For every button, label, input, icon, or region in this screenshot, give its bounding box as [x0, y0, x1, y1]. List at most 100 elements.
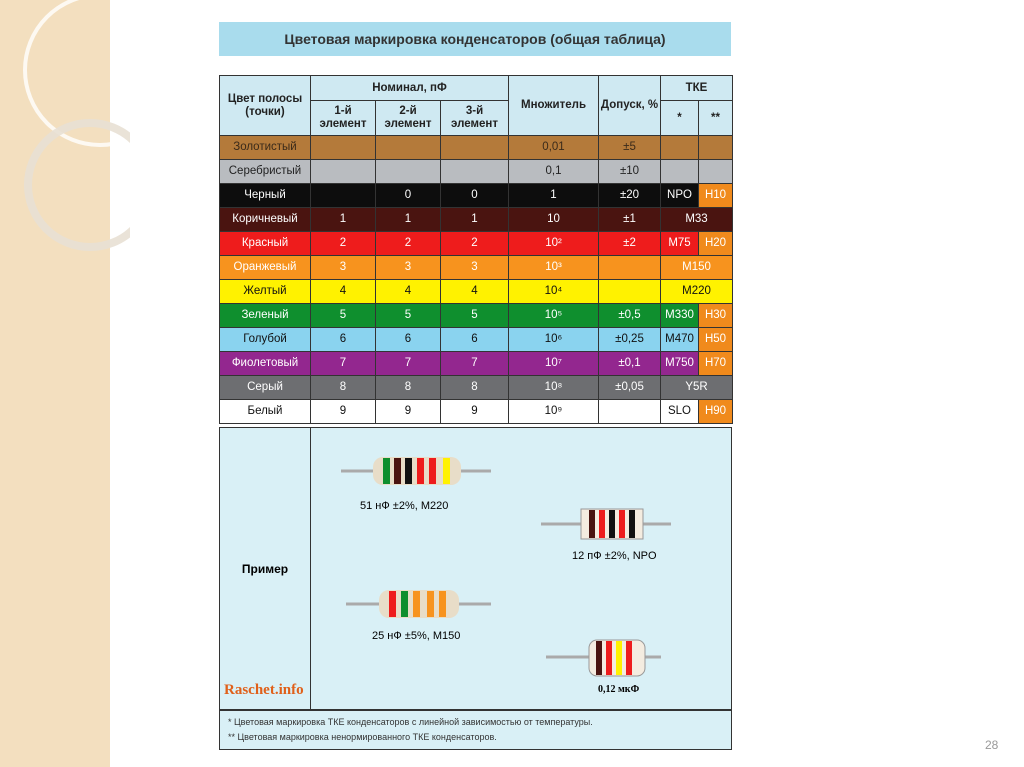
table-cell: Допуск, %: [598, 75, 661, 136]
table-cell: Фиолетовый: [219, 351, 311, 376]
table-cell: [660, 135, 699, 160]
table-cell: 3-й элемент: [440, 100, 509, 136]
table-cell: 10⁷: [508, 351, 599, 376]
table-cell: М330: [660, 303, 699, 328]
example-label: Пример: [219, 427, 311, 710]
caption: 12 пФ ±2%, NPO: [572, 550, 657, 562]
table-cell: ±5: [598, 135, 661, 160]
table-cell: Голубой: [219, 327, 311, 352]
table-cell: ТКЕ: [660, 75, 733, 101]
table-cell: [598, 255, 661, 280]
table-cell: ±0,5: [598, 303, 661, 328]
table-cell: М150: [660, 255, 733, 280]
table-cell: 5: [375, 303, 441, 328]
capacitor-3: [346, 590, 491, 618]
table-cell: 7: [440, 351, 509, 376]
table-cell: [310, 159, 376, 184]
table-cell: Серый: [219, 375, 311, 400]
table-cell: 10⁶: [508, 327, 599, 352]
table-cell: 4: [375, 279, 441, 304]
table-cell: 9: [375, 399, 441, 424]
capacitor-4: [546, 639, 661, 677]
table-cell: [310, 183, 376, 208]
table-cell: 2: [310, 231, 376, 256]
table-cell: 10³: [508, 255, 599, 280]
table-cell: 9: [440, 399, 509, 424]
table-cell: 0: [375, 183, 441, 208]
table-cell: Н30: [698, 303, 733, 328]
table-cell: 3: [440, 255, 509, 280]
table-cell: *: [660, 100, 699, 136]
table-cell: М33: [660, 207, 733, 232]
table-cell: 6: [375, 327, 441, 352]
table-cell: [598, 399, 661, 424]
table-cell: 6: [310, 327, 376, 352]
table-cell: Зеленый: [219, 303, 311, 328]
table-cell: 10: [508, 207, 599, 232]
table-cell: Н10: [698, 183, 733, 208]
table-cell: Н90: [698, 399, 733, 424]
table-cell: [375, 159, 441, 184]
table-cell: Серебристый: [219, 159, 311, 184]
table-cell: 1-й элемент: [310, 100, 376, 136]
capacitor-1: [341, 457, 491, 485]
table-cell: 3: [375, 255, 441, 280]
table-cell: 2: [440, 231, 509, 256]
table-cell: ±1: [598, 207, 661, 232]
capacitor-2: [541, 508, 671, 540]
table-cell: SLO: [660, 399, 699, 424]
table-cell: 4: [310, 279, 376, 304]
table-cell: Y5R: [660, 375, 733, 400]
table-cell: ±0,05: [598, 375, 661, 400]
table-cell: 1: [310, 207, 376, 232]
table-cell: 8: [440, 375, 509, 400]
table-cell: 1: [440, 207, 509, 232]
table-cell: 6: [440, 327, 509, 352]
caption: 25 нФ ±5%, М150: [372, 630, 461, 642]
table-cell: ±0,25: [598, 327, 661, 352]
table-cell: Н20: [698, 231, 733, 256]
table-cell: 4: [440, 279, 509, 304]
example-area: [219, 427, 732, 710]
table-cell: 8: [310, 375, 376, 400]
table-cell: 7: [310, 351, 376, 376]
table-cell: Черный: [219, 183, 311, 208]
caption: 0,12 мкФ: [598, 684, 640, 695]
table-cell: 2: [375, 231, 441, 256]
footnote: * Цветовая маркировка ТКЕ конденсаторов …: [228, 717, 593, 727]
table-cell: 3: [310, 255, 376, 280]
table-cell: 2-й элемент: [375, 100, 441, 136]
table-cell: 5: [440, 303, 509, 328]
decor: [23, 0, 130, 251]
table-cell: Множитель: [508, 75, 599, 136]
table-cell: [660, 159, 699, 184]
table-cell: М220: [660, 279, 733, 304]
table-cell: 10⁵: [508, 303, 599, 328]
table-cell: [375, 135, 441, 160]
table-cell: [598, 279, 661, 304]
table-cell: ±2: [598, 231, 661, 256]
table-cell: М750: [660, 351, 699, 376]
example-drawings: [341, 457, 671, 677]
table-cell: Цвет полосы (точки): [219, 75, 311, 136]
table-cell: 5: [310, 303, 376, 328]
table-cell: 9: [310, 399, 376, 424]
table-cell: 0: [440, 183, 509, 208]
table-cell: 10⁸: [508, 375, 599, 400]
table-cell: 10⁹: [508, 399, 599, 424]
footnote: ** Цветовая маркировка ненормированного …: [228, 732, 497, 742]
watermark: Raschet.info: [224, 682, 304, 698]
table-cell: Красный: [219, 231, 311, 256]
table-cell: [698, 159, 733, 184]
table-cell: NPO: [660, 183, 699, 208]
table-cell: [440, 135, 509, 160]
table-cell: **: [698, 100, 733, 136]
table-cell: 0,1: [508, 159, 599, 184]
table-cell: Золотистый: [219, 135, 311, 160]
page-number: 28: [985, 738, 999, 752]
table-cell: ±20: [598, 183, 661, 208]
table-cell: Номинал, пФ: [310, 75, 509, 101]
table-cell: 1: [508, 183, 599, 208]
